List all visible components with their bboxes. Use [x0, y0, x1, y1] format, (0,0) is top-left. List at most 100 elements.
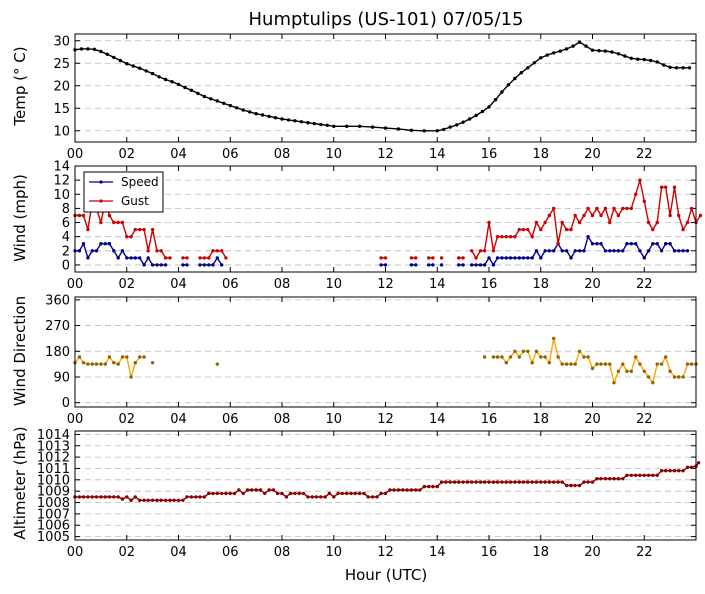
data-point-temperature — [176, 82, 181, 87]
data-point-gust — [608, 220, 612, 225]
data-point-direction — [77, 355, 82, 359]
data-point-speed — [103, 242, 108, 246]
data-point-speed — [86, 256, 90, 260]
data-point-speed — [383, 263, 388, 267]
data-point-altimeter — [444, 480, 448, 484]
x-tick-label: 18 — [532, 545, 549, 560]
data-point-gust — [461, 256, 465, 260]
x-tick-label: 00 — [67, 277, 84, 292]
data-point-altimeter — [629, 473, 633, 477]
data-point-gust — [590, 213, 595, 218]
data-point-temperature — [79, 47, 84, 51]
data-point-gust — [202, 256, 207, 260]
axes-frame — [74, 296, 697, 408]
data-point-gust — [685, 220, 690, 225]
data-point-altimeter — [664, 469, 668, 473]
data-point-direction — [577, 349, 582, 353]
data-point-altimeter — [646, 473, 651, 477]
x-tick-label: 12 — [377, 277, 394, 292]
data-point-altimeter — [547, 480, 551, 484]
data-point-speed — [504, 256, 508, 260]
data-point-direction — [625, 369, 629, 373]
data-point-direction — [595, 362, 599, 366]
data-point-temperature — [577, 40, 582, 44]
data-point-altimeter — [284, 495, 289, 499]
data-point-altimeter — [194, 495, 198, 499]
data-point-speed — [220, 263, 224, 267]
data-point-speed — [582, 249, 586, 253]
x-tick-label: 16 — [481, 277, 498, 292]
data-point-altimeter — [500, 480, 504, 484]
data-point-gust — [379, 256, 383, 260]
y-tick-label: 360 — [45, 293, 70, 308]
data-point-altimeter — [90, 495, 95, 499]
data-point-temperature — [642, 57, 646, 62]
data-point-temperature — [396, 127, 401, 131]
data-point-speed — [185, 263, 189, 267]
data-point-altimeter — [138, 498, 142, 502]
data-point-gust — [599, 213, 603, 218]
data-point-gust — [651, 227, 655, 232]
data-point-altimeter — [314, 495, 319, 499]
data-point-temperature — [655, 60, 659, 64]
data-point-temperature — [144, 69, 148, 73]
data-point-altimeter — [185, 495, 189, 499]
data-point-gust — [168, 256, 172, 260]
data-point-direction — [569, 362, 573, 366]
data-point-altimeter — [155, 498, 159, 502]
data-point-altimeter — [207, 491, 211, 496]
data-point-temperature — [138, 66, 142, 70]
data-point-speed — [457, 263, 461, 267]
data-point-gust — [655, 220, 659, 225]
data-point-altimeter — [319, 495, 323, 499]
chart-title: Humptulips (US-101) 07/05/15 — [249, 9, 524, 30]
data-point-speed — [427, 263, 431, 267]
data-point-temperature — [526, 66, 530, 70]
data-point-altimeter — [401, 488, 405, 492]
data-point-altimeter — [288, 491, 293, 496]
x-tick-label: 02 — [118, 412, 135, 427]
data-point-gust — [530, 235, 534, 239]
data-point-altimeter — [521, 480, 526, 484]
data-point-gust — [603, 206, 608, 211]
data-point-gust — [616, 213, 621, 218]
data-point-speed — [491, 263, 496, 267]
data-point-gust — [383, 256, 388, 260]
axes-frame — [74, 430, 697, 541]
data-point-speed — [638, 249, 642, 253]
data-point-altimeter — [357, 491, 362, 496]
data-point-altimeter — [366, 495, 370, 499]
x-tick-label: 10 — [325, 545, 342, 560]
data-point-speed — [431, 263, 435, 267]
data-point-direction — [668, 369, 672, 373]
data-point-temperature — [273, 116, 278, 120]
data-point-temperature — [202, 94, 207, 99]
series-line-direction — [493, 337, 696, 384]
data-point-altimeter — [552, 480, 556, 484]
data-point-direction — [534, 349, 539, 353]
data-point-altimeter — [176, 498, 181, 502]
data-point-altimeter — [198, 495, 202, 499]
x-tick-label: 14 — [429, 277, 446, 292]
x-tick-label: 00 — [67, 545, 84, 560]
data-point-altimeter — [237, 488, 241, 492]
data-point-altimeter — [470, 480, 474, 484]
x-tick-label: 12 — [377, 147, 394, 162]
data-point-altimeter — [254, 488, 258, 492]
data-point-altimeter — [590, 480, 595, 484]
x-tick-label: 18 — [532, 147, 549, 162]
data-point-altimeter — [422, 484, 426, 489]
data-point-speed — [526, 256, 530, 260]
x-tick-label: 20 — [584, 545, 601, 560]
y-tick-label: 8 — [62, 202, 70, 217]
data-point-gust — [500, 235, 504, 239]
data-point-direction — [513, 349, 517, 353]
data-point-altimeter — [327, 491, 332, 496]
data-point-altimeter — [142, 498, 146, 502]
data-point-speed — [495, 256, 500, 260]
data-point-temperature — [480, 109, 485, 114]
data-point-gust — [99, 220, 103, 225]
data-point-direction — [651, 381, 655, 385]
x-tick-label: 08 — [274, 412, 291, 427]
data-point-gust — [107, 213, 112, 218]
